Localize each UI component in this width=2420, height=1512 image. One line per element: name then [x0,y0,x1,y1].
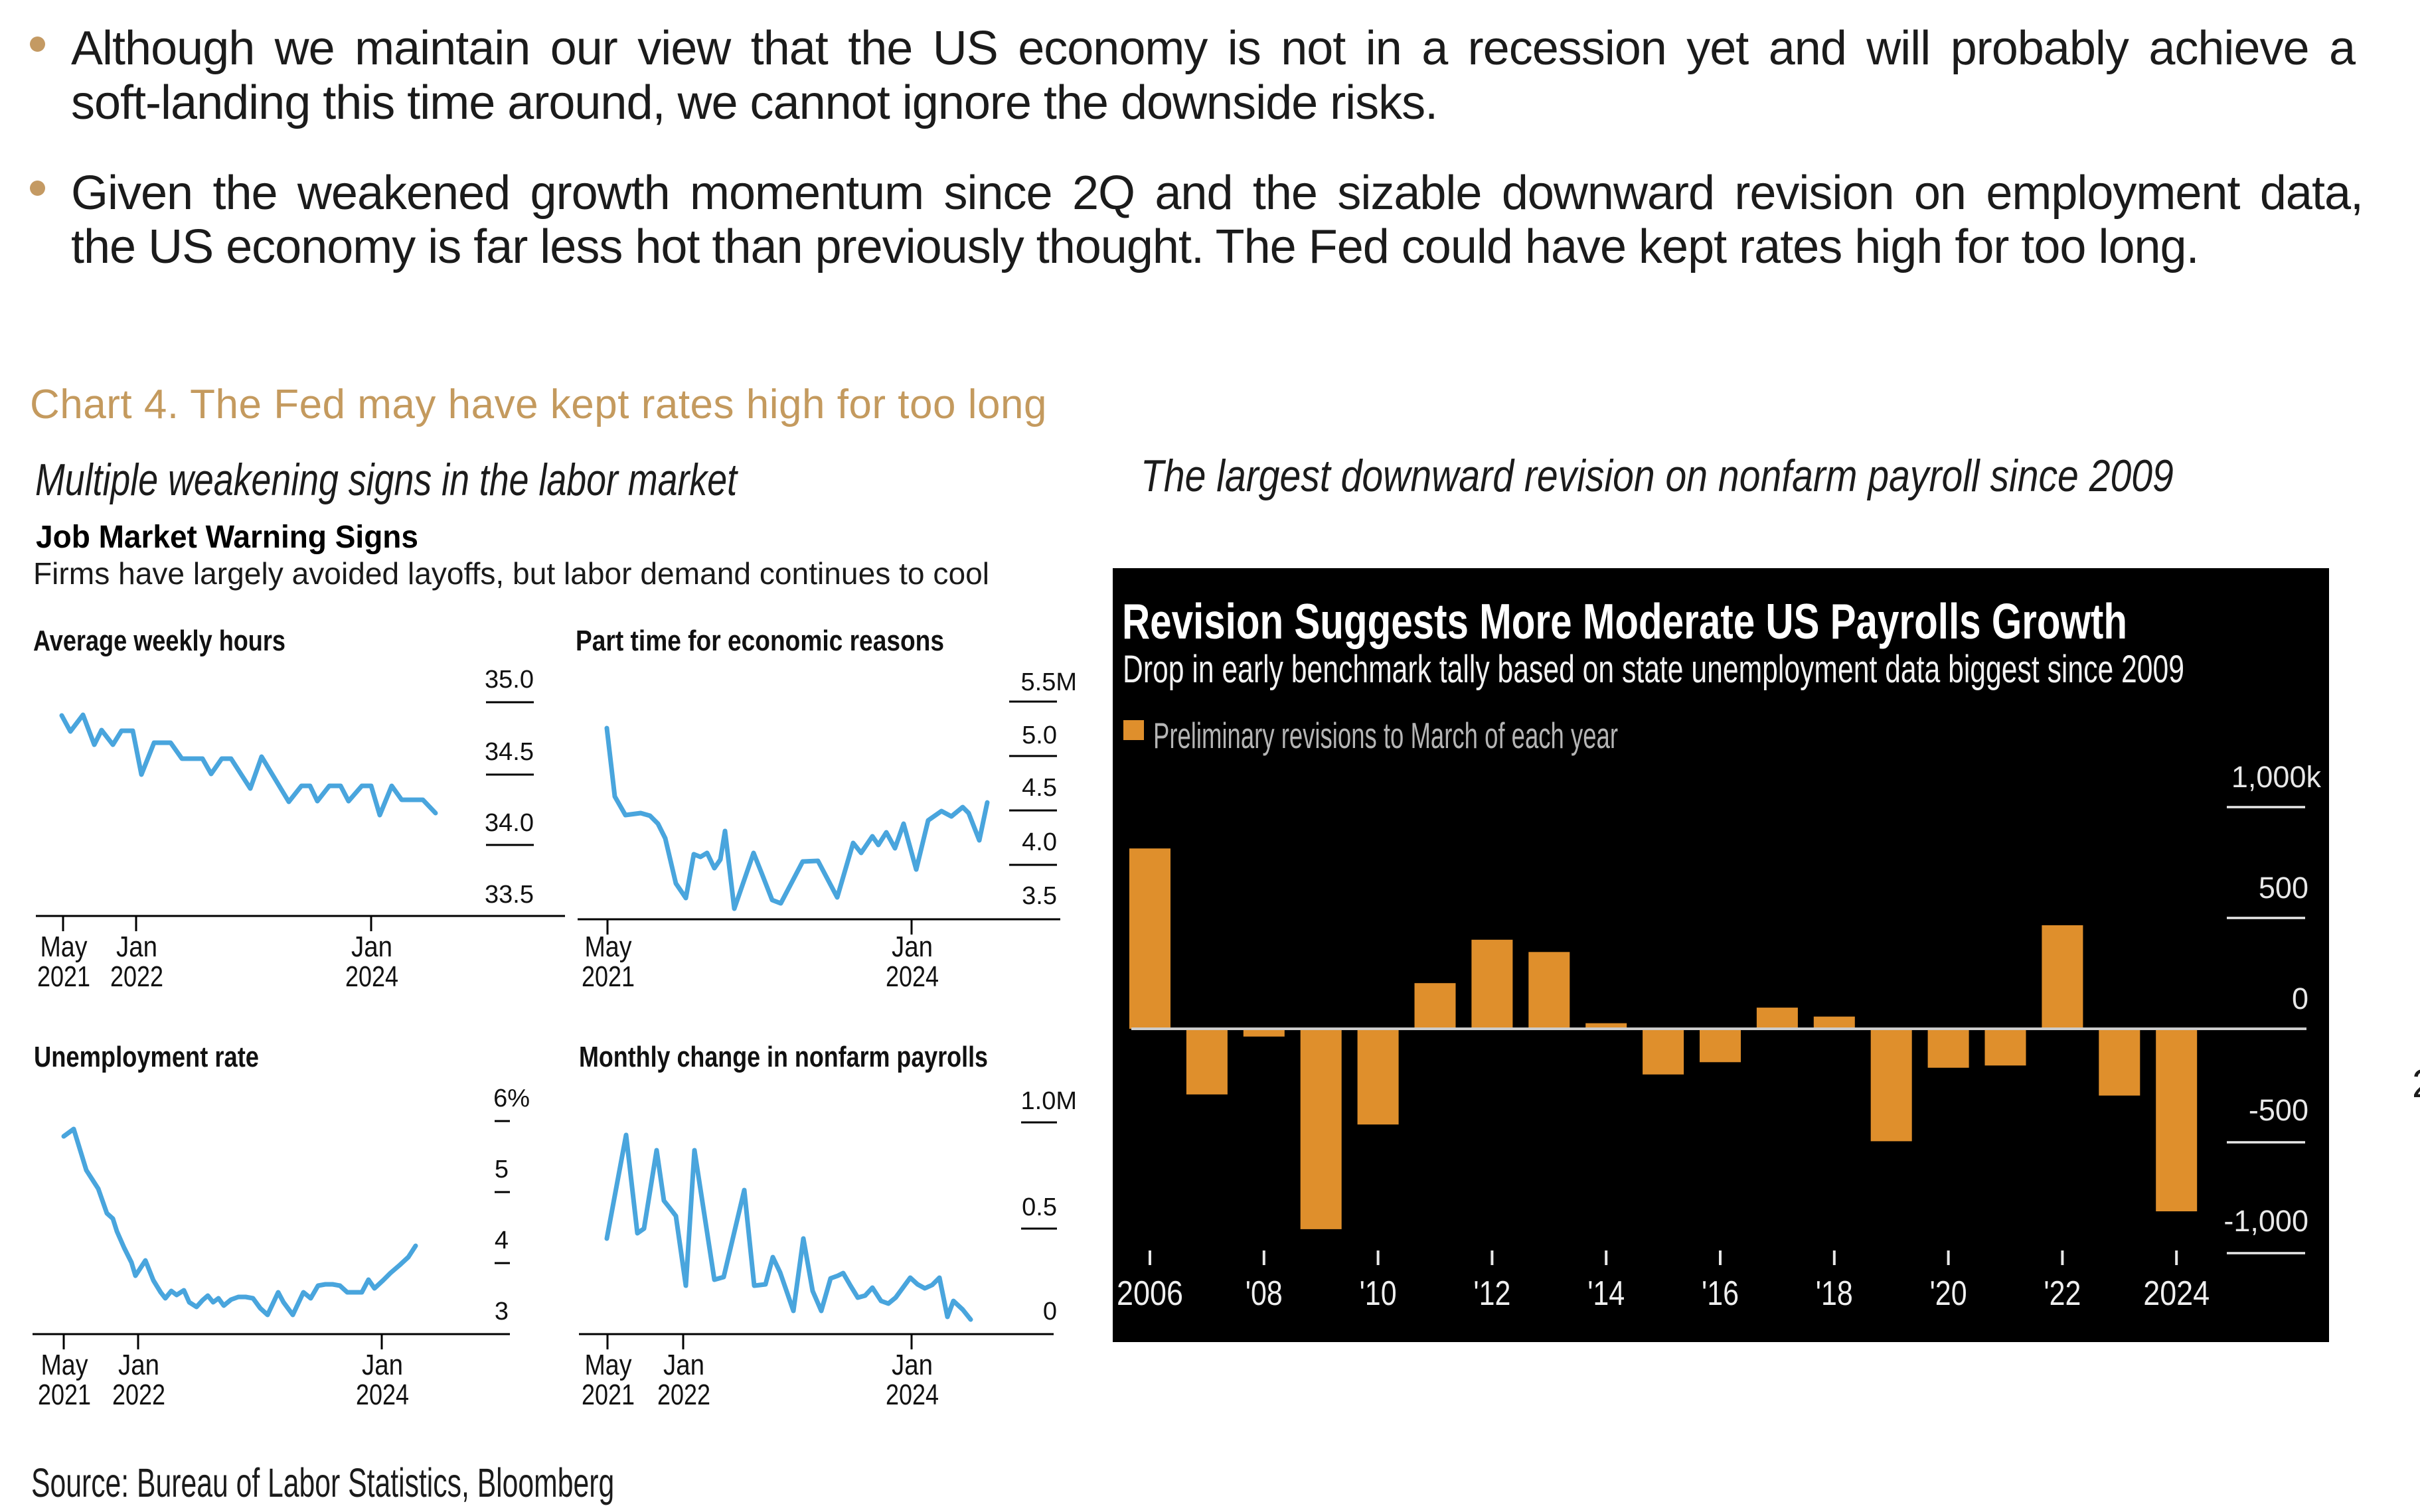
svg-text:3: 3 [495,1298,509,1325]
svg-text:Jan: Jan [118,1349,159,1381]
svg-text:2021: 2021 [37,960,90,993]
svg-text:2021: 2021 [38,1379,91,1411]
svg-text:34.5: 34.5 [485,738,534,766]
svg-text:Jan: Jan [892,1349,933,1381]
svg-text:'22: '22 [2044,1274,2081,1313]
svg-text:3.5: 3.5 [1022,882,1057,910]
svg-text:4: 4 [495,1227,509,1254]
svg-text:2024: 2024 [2143,1274,2210,1313]
svg-text:'20: '20 [1930,1274,1967,1313]
svg-text:Monthly change in nonfarm payr: Monthly change in nonfarm payrolls [579,1041,988,1073]
svg-text:Job Market Warning Signs: Job Market Warning Signs [36,520,418,555]
svg-text:2022: 2022 [112,1379,165,1411]
svg-text:'08: '08 [1246,1274,1283,1313]
svg-text:Jan: Jan [362,1349,403,1381]
svg-text:2021: 2021 [582,960,635,993]
svg-text:1.0M: 1.0M [1021,1087,1077,1115]
svg-text:2022: 2022 [110,960,163,993]
svg-text:33.5: 33.5 [485,881,534,909]
svg-text:2024: 2024 [356,1379,409,1411]
svg-text:0: 0 [1043,1298,1057,1325]
svg-text:4.5: 4.5 [1022,774,1057,802]
svg-text:'16: '16 [1702,1274,1739,1313]
svg-text:Part time for economic reasons: Part time for economic reasons [576,625,944,657]
svg-text:5.0: 5.0 [1022,721,1057,749]
svg-text:May: May [41,1349,88,1381]
svg-text:Drop in early benchmark tally: Drop in early benchmark tally based on s… [1123,648,2184,691]
svg-text:'14: '14 [1587,1274,1625,1313]
svg-text:34.0: 34.0 [485,809,534,837]
svg-text:500: 500 [2259,871,2308,905]
svg-text:0: 0 [2292,982,2308,1016]
svg-text:2006: 2006 [1117,1274,1183,1313]
svg-text:0.5: 0.5 [1022,1193,1057,1221]
svg-text:2024: 2024 [886,960,939,993]
svg-text:Firms have largely avoided lay: Firms have largely avoided layoffs, but … [33,556,989,591]
svg-text:5: 5 [495,1156,509,1183]
svg-text:May: May [585,931,632,963]
svg-text:2024: 2024 [886,1379,939,1411]
svg-text:May: May [40,931,88,963]
svg-text:Average weekly hours: Average weekly hours [33,625,285,657]
svg-text:-1,000: -1,000 [2223,1204,2308,1238]
svg-text:Jan: Jan [663,1349,704,1381]
svg-text:Unemployment rate: Unemployment rate [34,1041,259,1073]
svg-text:2024: 2024 [345,960,398,993]
svg-text:6%: 6% [493,1085,530,1112]
svg-text:Jan: Jan [892,931,933,963]
svg-text:1,000k: 1,000k [2231,760,2322,794]
svg-text:5.5M: 5.5M [1021,668,1077,696]
svg-text:2021: 2021 [582,1379,635,1411]
svg-text:'18: '18 [1816,1274,1853,1313]
svg-text:Revision Suggests More Moderat: Revision Suggests More Moderate US Payro… [1122,593,2127,649]
svg-text:'12: '12 [1473,1274,1510,1313]
svg-text:May: May [585,1349,632,1381]
svg-text:Jan: Jan [116,931,157,963]
svg-text:'10: '10 [1360,1274,1397,1313]
svg-text:4.0: 4.0 [1022,828,1057,856]
svg-text:2022: 2022 [657,1379,710,1411]
svg-text:-500: -500 [2249,1093,2308,1127]
svg-text:Jan: Jan [351,931,392,963]
svg-text:Preliminary revisions to March: Preliminary revisions to March of each y… [1153,715,1618,756]
svg-text:35.0: 35.0 [485,666,534,694]
